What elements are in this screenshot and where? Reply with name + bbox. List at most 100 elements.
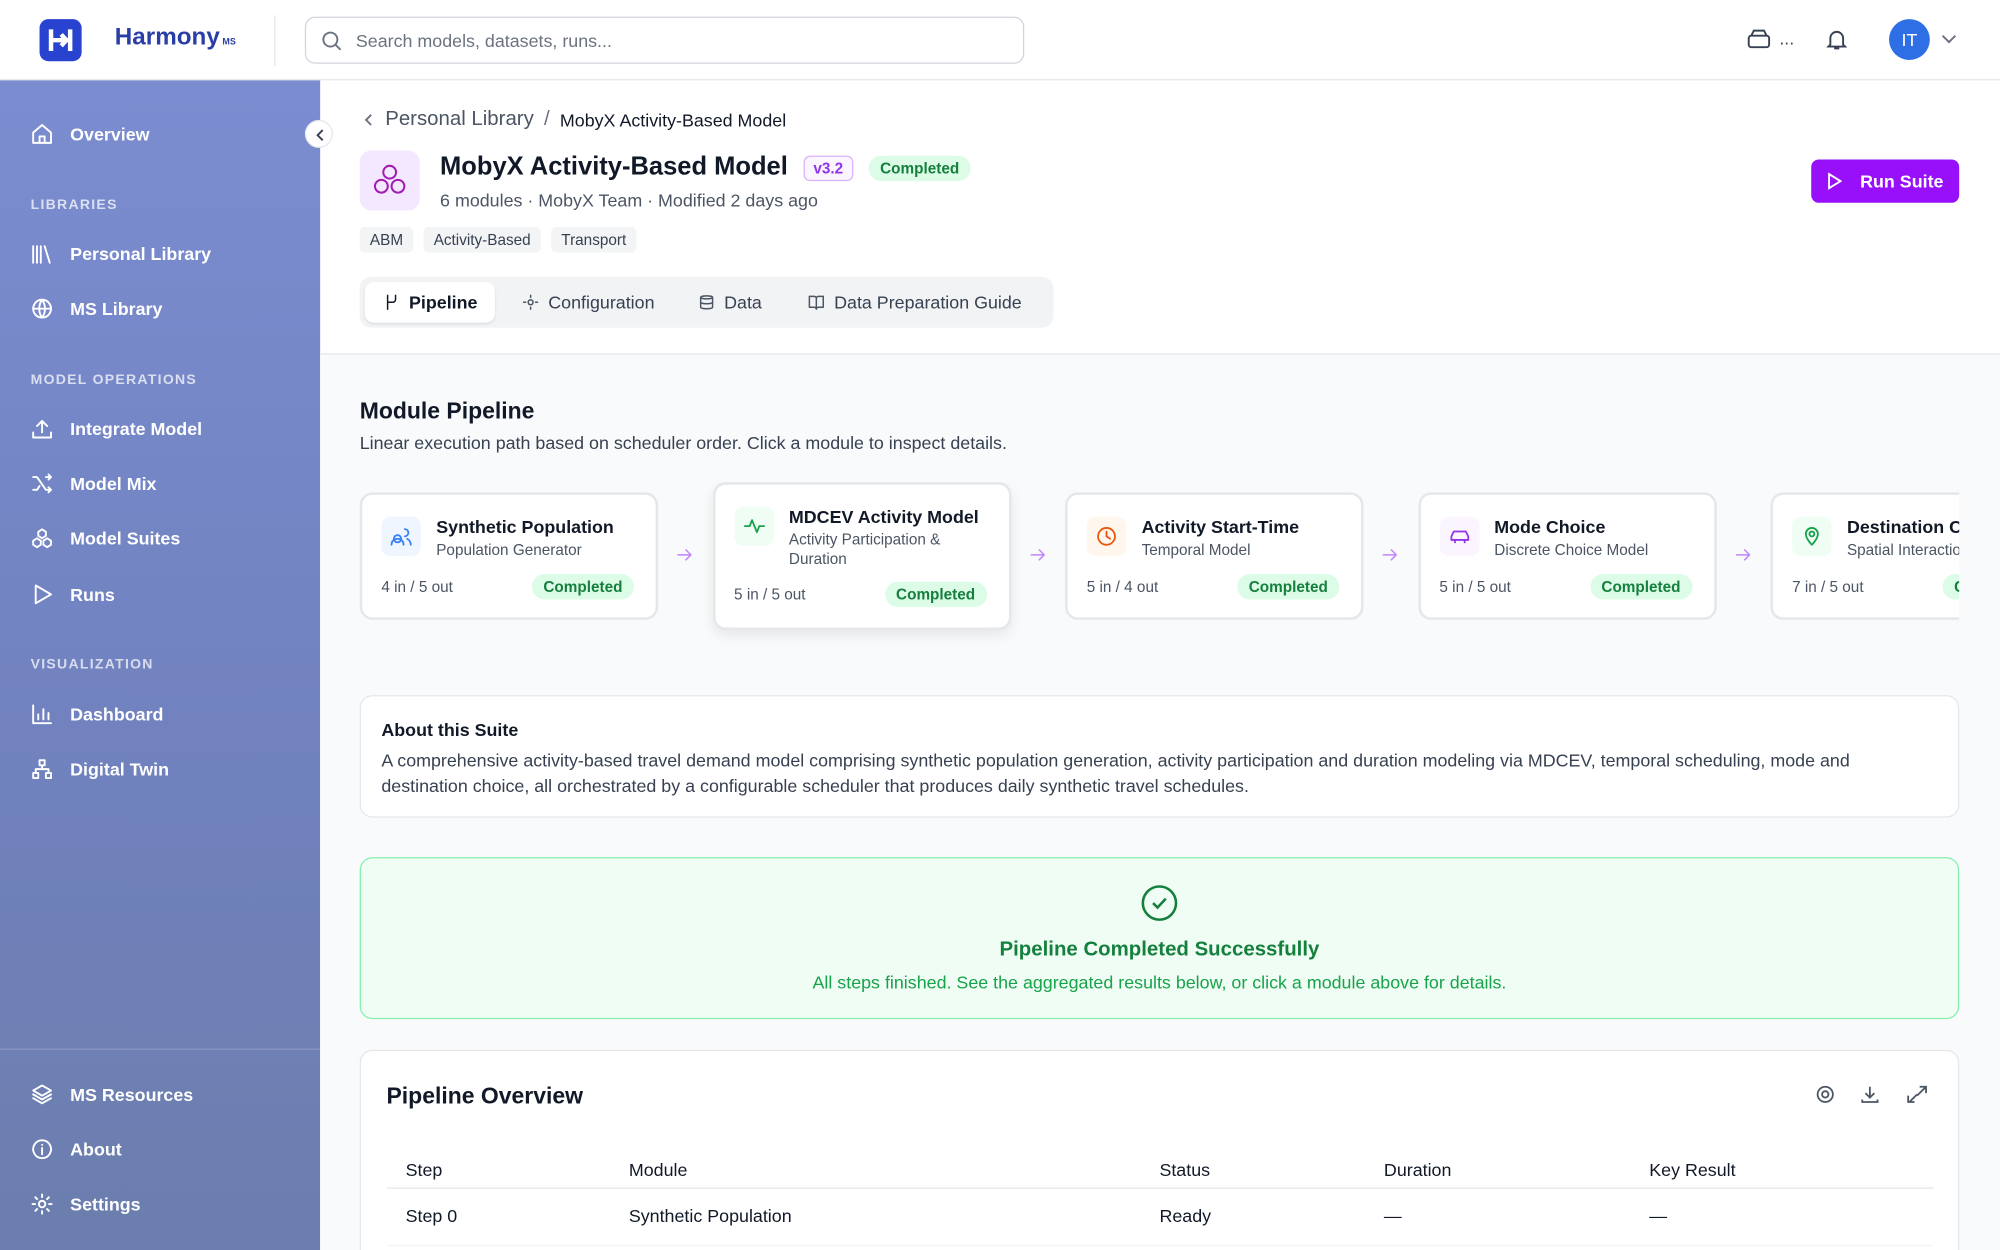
- run-suite-label: Run Suite: [1860, 170, 1944, 192]
- avatar[interactable]: IT: [1889, 19, 1930, 60]
- column-header: Key Result: [1649, 1159, 1736, 1180]
- module-io: 5 in / 4 out: [1086, 577, 1159, 596]
- nav-section-title: MODEL OPERATIONS: [30, 372, 198, 388]
- nav-item[interactable]: Runs: [0, 573, 320, 616]
- nav-item[interactable]: Overview: [0, 112, 320, 155]
- brand-name: Harmony: [114, 24, 220, 52]
- collapse-button[interactable]: [304, 119, 333, 148]
- tab-label: Configuration: [548, 292, 655, 313]
- bell-icon[interactable]: [1826, 28, 1847, 51]
- breadcrumb-current: MobyX Activity-Based Model: [559, 109, 787, 131]
- module-icon: [1792, 516, 1832, 557]
- tab[interactable]: Data: [689, 282, 771, 323]
- nav-item[interactable]: About: [0, 1128, 320, 1171]
- nav-label: Settings: [70, 1193, 141, 1215]
- nav-label: Dashboard: [70, 704, 164, 725]
- module-card[interactable]: Destination Choice Spatial Interaction Mo…: [1770, 492, 1960, 620]
- column-header: Module: [628, 1159, 688, 1180]
- sidebar-divider: [0, 1048, 321, 1050]
- banner-text: All steps finished. See the aggregated r…: [812, 971, 1507, 993]
- nav-item[interactable]: Model Mix: [0, 462, 320, 505]
- chevron[interactable]: [1941, 34, 1957, 44]
- module-card[interactable]: Mode Choice Discrete Choice Model 5 in / 5…: [1417, 492, 1717, 620]
- breadcrumb: Personal Library / MobyX Activity-Based …: [362, 108, 786, 131]
- tab-label: Data Preparation Guide: [834, 292, 1022, 313]
- run-suite-button[interactable]: Run Suite: [1811, 159, 1960, 203]
- tab-label: Pipeline: [409, 292, 478, 313]
- nav-label: Integrate Model: [70, 418, 203, 439]
- nav-item[interactable]: Model Suites: [0, 517, 320, 560]
- tag: Transport: [551, 227, 637, 253]
- storage-icon[interactable]: [1747, 29, 1771, 49]
- module-icon: [734, 506, 774, 546]
- column-header: Duration: [1383, 1159, 1452, 1180]
- nav-label: Personal Library: [70, 243, 212, 265]
- column-header: Status: [1159, 1159, 1211, 1180]
- module-io: 4 in / 5 out: [381, 577, 453, 596]
- nav-label: Overview: [70, 123, 150, 145]
- tag: Activity-Based: [423, 227, 541, 253]
- module-name: Synthetic Population: [436, 516, 614, 537]
- table-title: Pipeline Overview: [386, 1082, 584, 1109]
- brand: Harmony MS: [115, 24, 236, 52]
- table-cell: —: [1383, 1205, 1402, 1226]
- module-card[interactable]: Synthetic Population Population Generator…: [359, 492, 659, 620]
- title-row: MobyX Activity-Based Model v3.2 Complete…: [440, 153, 971, 182]
- nav-item[interactable]: MS Resources: [0, 1073, 320, 1116]
- nav-label: Model Suites: [70, 528, 181, 549]
- banner-title: Pipeline Completed Successfully: [999, 938, 1320, 961]
- module-status: Completed: [1237, 573, 1340, 600]
- nav-item[interactable]: MS Library: [0, 287, 320, 330]
- module-name: Activity Start-Time: [1141, 516, 1300, 537]
- module-icon: [381, 516, 421, 557]
- module-type: Temporal Model: [1141, 540, 1251, 559]
- nav-section-title: VISUALIZATION: [30, 656, 154, 673]
- nav-item[interactable]: Personal Library: [0, 232, 320, 275]
- breadcrumb-separator: /: [544, 108, 550, 131]
- logo[interactable]: [39, 19, 82, 62]
- divider: [274, 15, 276, 67]
- pipeline-arrow: [1734, 546, 1752, 570]
- module-card[interactable]: MDCEV Activity Model Activity Participati…: [712, 482, 1011, 631]
- section-subtitle: Linear execution path based on scheduler…: [359, 432, 1007, 453]
- module-io: 5 in / 5 out: [734, 585, 806, 604]
- about-title: About this Suite: [381, 719, 519, 740]
- module-name: Destination Choice: [1846, 516, 1959, 537]
- sidebar: Overview LIBRARIES Personal Library MS Libr…: [0, 80, 321, 1250]
- module-icon: [1439, 516, 1479, 557]
- search-placeholder: Search models, datasets, runs...: [355, 30, 612, 52]
- pipeline-arrow: [1381, 546, 1399, 570]
- tab-bar: Pipeline Configuration Data Data Preparatio…: [359, 276, 1054, 328]
- nav-label: Model Mix: [70, 473, 157, 494]
- overview-card: Pipeline Overview Step Module Status Durati…: [359, 1049, 1960, 1250]
- tab[interactable]: Data Preparation Guide: [796, 282, 1033, 323]
- brand-suffix: MS: [222, 38, 236, 48]
- main: Personal Library / MobyX Activity-Based …: [320, 80, 2000, 1250]
- nav-label: About: [70, 1139, 122, 1160]
- suite-icon: [359, 150, 420, 211]
- nav-item[interactable]: Integrate Model: [0, 407, 320, 450]
- tab-label: Data: [724, 292, 762, 313]
- nav-item[interactable]: Digital Twin: [0, 747, 320, 790]
- search-box[interactable]: Search models, datasets, runs...: [304, 16, 1025, 64]
- table-actions[interactable]: [1815, 1084, 1932, 1104]
- pipeline-arrow: [676, 546, 694, 570]
- tab[interactable]: Pipeline: [364, 281, 495, 323]
- nav-item[interactable]: Settings: [0, 1182, 320, 1225]
- module-type: Activity Participation & Duration: [788, 530, 941, 568]
- module-status: Completed: [884, 581, 987, 608]
- table-row[interactable]: Step 0 Synthetic Population Ready — —: [386, 1189, 1934, 1247]
- module-status: Completed: [1589, 573, 1692, 600]
- nav-label: Runs: [70, 584, 115, 605]
- about-card: About this Suite A comprehensive activit…: [359, 695, 1960, 818]
- tag-list: ABM Activity-Based Transport: [359, 227, 637, 253]
- table-cell: —: [1649, 1205, 1668, 1226]
- success-icon: [1141, 885, 1178, 921]
- breadcrumb-parent[interactable]: Personal Library: [385, 108, 534, 131]
- pipeline-arrow: [1029, 546, 1047, 570]
- module-card[interactable]: Activity Start-Time Temporal Model 5 in / …: [1065, 492, 1364, 620]
- table-cell: Ready: [1159, 1205, 1212, 1226]
- nav-item[interactable]: Dashboard: [0, 693, 320, 736]
- tab[interactable]: Configuration: [503, 282, 674, 323]
